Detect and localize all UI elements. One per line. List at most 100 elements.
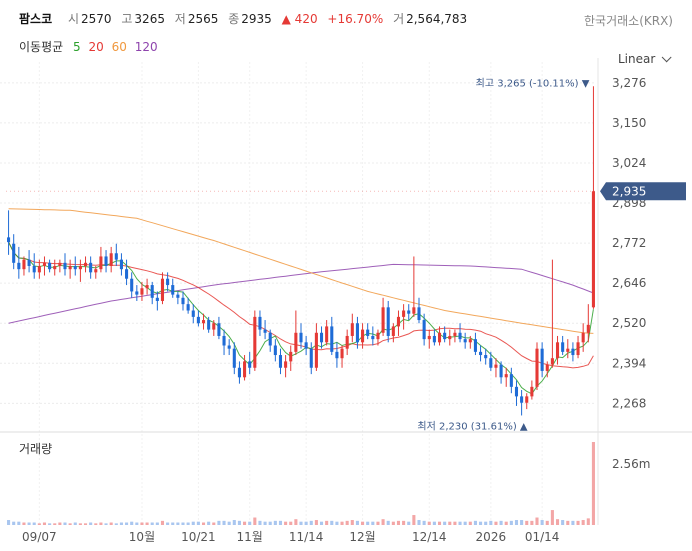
candle-body [525,396,529,403]
volume-bar [48,523,52,525]
candle-body [191,310,195,317]
volume-bar [335,521,339,525]
candle-body [576,342,580,356]
candle-body [201,320,206,324]
candle-body [448,335,452,340]
volume-bar [258,520,262,525]
y-tick-label: 3,024 [612,156,646,170]
volume-bar [319,521,324,525]
volume-bar [78,523,82,525]
candle-body [376,332,380,340]
candle-body [166,278,170,286]
volume-bar [330,520,334,525]
candle-body [289,351,293,362]
candle-body [520,396,524,403]
candle-body [494,364,498,368]
candle-body [499,364,503,378]
candle-body [371,335,375,340]
volume-bar [458,521,462,525]
candle-body [73,265,77,270]
candle-body [386,307,390,336]
y-tick-label: 2,772 [612,236,646,250]
volume-bar [489,520,493,525]
ma-120-line [8,263,594,324]
volume-bar [525,520,529,525]
price-axis: 3,2763,1503,0242,8982,7722,6462,5202,394… [612,76,646,411]
candle-body [571,348,575,356]
volume-bar [504,521,508,525]
volume-bar [191,521,195,525]
volume-bar [284,521,288,525]
candle-body [489,358,493,368]
volume-bar [381,519,385,525]
candle-body [463,339,467,343]
candle-body [78,265,82,270]
volume-bar [160,520,165,525]
candle-body [217,323,221,336]
candle-body [212,323,216,330]
ma-5-legend[interactable]: 5 [73,40,81,54]
volume-bar [586,518,590,525]
candle-body [130,278,134,292]
candle-body [509,374,513,387]
volume-bar [155,522,159,525]
volume-bar [540,520,544,525]
volume-bar [99,522,103,525]
volume-bar [371,521,375,525]
volume-bar [150,522,154,525]
ohlc-summary: 팜스코 시 2570 고 3265 저 2565 종 2935 ▲ 420 +16.70… [19,10,473,27]
ma-120-legend[interactable]: 120 [134,40,158,54]
volume-bar [104,523,108,525]
scale-mode-label: Linear [618,52,656,66]
x-tick-label: 10/21 [181,530,216,544]
candle-body [366,329,370,336]
candle-body [381,307,385,333]
volume-bar [12,521,16,525]
volume-bar [591,442,595,525]
exchange-name: 한국거래소(KRX) [584,14,673,28]
volume-bar [166,522,170,525]
candle-body [171,285,175,295]
candle-body [278,355,283,368]
candle-body [458,332,462,340]
candle-body [422,320,426,340]
candle-body [391,326,395,336]
candle-body [104,256,108,266]
volume-bar [89,522,93,525]
candle-body [514,386,519,397]
candle-body [99,256,103,270]
y-tick-label: 2,646 [612,276,646,290]
volume-bar [253,517,257,525]
volume-bar [304,521,308,525]
candle-body [237,367,241,378]
volume-bar [32,522,36,525]
candle-body [94,269,98,273]
candle-body [335,351,339,359]
candle-body [443,332,447,340]
volume-bar [201,522,206,525]
candle-body [530,386,534,397]
ma-60-legend[interactable]: 60 [111,40,127,54]
volume-bar [58,522,62,525]
volume-bar [566,520,570,525]
candle-body [114,253,118,260]
candle-body [207,320,211,330]
x-tick-label: 09/07 [22,530,57,544]
ma-20-legend[interactable]: 20 [88,40,104,54]
scale-mode-dropdown[interactable]: Linear [618,52,672,66]
volume-bar [309,520,313,525]
volume-bar [53,523,57,525]
candle-body [479,351,483,356]
volume-bar [248,521,252,525]
high-label: 고 [121,12,133,26]
candle-body [540,348,544,371]
candle-body [561,342,565,352]
low-annotation: 최저 2,230 (31.61%) ▲ [417,420,527,432]
candle-body [345,335,349,349]
volume-bar [422,520,426,525]
volume-bar [181,522,185,525]
candle-body [227,345,231,349]
volume-bar [417,520,421,525]
candle-body [586,324,590,333]
